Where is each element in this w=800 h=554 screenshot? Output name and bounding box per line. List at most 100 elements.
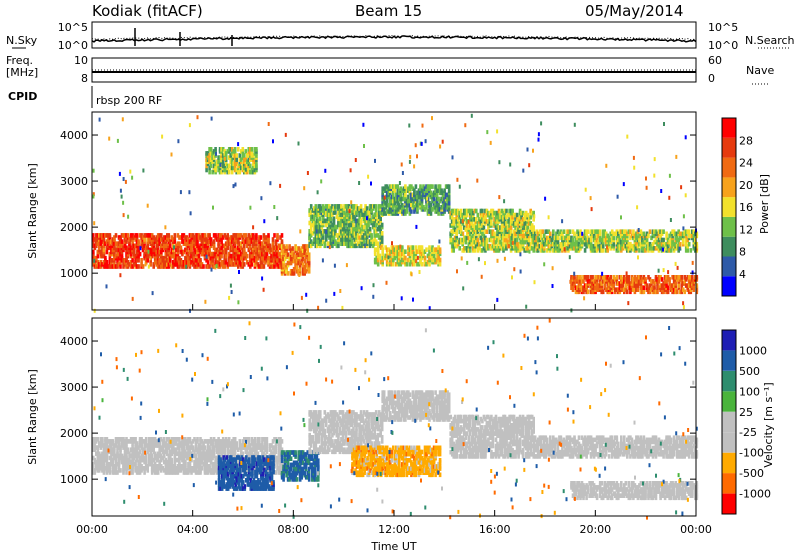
data-cell	[478, 233, 481, 239]
data-cell	[466, 219, 469, 224]
data-cell	[317, 233, 321, 238]
data-cell	[609, 246, 612, 251]
data-cell	[381, 207, 384, 212]
data-cell	[387, 186, 391, 191]
data-cell	[405, 261, 409, 267]
data-cell	[204, 299, 207, 304]
data-cell	[359, 229, 363, 234]
data-cell	[466, 246, 469, 251]
data-cell	[283, 264, 287, 270]
data-cell	[485, 237, 489, 243]
data-cell	[256, 262, 260, 267]
data-cell	[529, 208, 532, 214]
data-cell	[579, 243, 582, 249]
data-cell	[678, 235, 682, 241]
data-cell	[264, 235, 267, 240]
data-cell	[221, 264, 225, 269]
data-cell	[618, 235, 622, 241]
data-cell	[309, 243, 313, 249]
data-cell	[595, 229, 599, 234]
data-cell	[491, 239, 495, 245]
data-cell	[182, 260, 186, 265]
data-cell	[665, 235, 668, 241]
data-cell	[126, 247, 130, 253]
data-cell	[289, 260, 293, 266]
data-cell	[189, 211, 192, 216]
data-cell	[338, 237, 342, 242]
data-cell	[149, 237, 152, 242]
data-cell	[687, 241, 691, 247]
data-cell	[328, 226, 331, 232]
data-cell	[108, 251, 112, 257]
data-cell	[235, 247, 238, 253]
data-cell	[666, 285, 670, 290]
data-cell	[338, 210, 342, 215]
data-cell	[132, 235, 136, 240]
data-cell	[411, 202, 415, 208]
data-cell	[552, 248, 555, 253]
data-cell	[316, 239, 319, 244]
data-cell	[220, 239, 223, 244]
data-cell	[163, 235, 166, 240]
data-cell	[131, 264, 134, 269]
data-cell	[514, 246, 517, 251]
data-cell	[160, 243, 163, 249]
data-cell	[610, 235, 614, 241]
data-cell	[343, 216, 346, 222]
data-cell	[438, 198, 442, 204]
data-cell	[335, 241, 339, 246]
data-cell	[650, 235, 653, 241]
data-cell	[306, 262, 309, 268]
data-cell	[624, 233, 628, 239]
data-cell	[680, 231, 683, 237]
data-cell	[107, 237, 110, 242]
data-cell	[407, 202, 410, 208]
data-cell	[413, 205, 416, 210]
data-cell	[479, 229, 483, 234]
data-cell	[476, 178, 479, 183]
data-cell	[644, 235, 647, 241]
data-cell	[146, 237, 149, 242]
data-cell	[481, 212, 484, 218]
data-cell	[476, 212, 480, 218]
data-cell	[175, 258, 178, 263]
data-cell	[543, 233, 546, 239]
data-cell	[319, 216, 322, 222]
data-cell	[544, 241, 548, 247]
data-cell	[621, 229, 625, 234]
data-cell	[364, 204, 367, 209]
data-cell	[609, 237, 612, 243]
data-cell	[340, 204, 343, 209]
data-cell	[527, 229, 531, 234]
data-cell	[532, 217, 535, 222]
data-cell	[694, 248, 697, 253]
data-cell	[122, 200, 125, 205]
data-cell	[149, 247, 152, 253]
data-cell	[583, 296, 586, 301]
data-cell	[202, 233, 205, 238]
data-cell	[530, 210, 534, 216]
data-cell	[586, 275, 590, 280]
data-cell	[169, 243, 172, 249]
data-cell	[105, 245, 109, 251]
data-cell	[616, 194, 619, 199]
data-cell	[407, 186, 410, 191]
data-cell	[356, 218, 360, 224]
data-cell	[271, 241, 275, 246]
data-cell	[182, 239, 186, 244]
data-cell	[423, 207, 427, 212]
data-cell	[533, 280, 536, 285]
data-cell	[372, 283, 375, 288]
data-cell	[447, 207, 451, 212]
data-cell	[355, 235, 358, 240]
data-cell	[317, 239, 321, 244]
data-cell	[444, 184, 448, 189]
data-cell	[695, 231, 699, 237]
data-cell	[562, 229, 566, 234]
data-cell	[425, 247, 428, 252]
data-cell	[544, 196, 547, 201]
data-cell	[399, 205, 403, 210]
data-cell	[173, 251, 177, 257]
data-cell	[346, 204, 349, 209]
